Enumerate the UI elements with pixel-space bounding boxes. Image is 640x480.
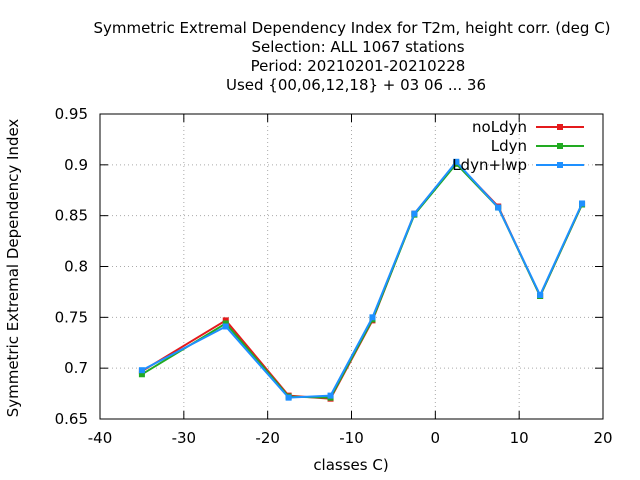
x-tick-label: 0 bbox=[431, 429, 441, 447]
title-line-2: Selection: ALL 1067 stations bbox=[251, 38, 464, 56]
series-line-noldyn bbox=[141, 161, 583, 400]
data-point-ldyn-lwp bbox=[495, 204, 502, 211]
x-tick-label: 10 bbox=[510, 429, 529, 447]
legend-marker-ldyn-lwp bbox=[557, 162, 563, 168]
data-point-ldyn-lwp bbox=[537, 291, 544, 298]
data-point-ldyn-lwp bbox=[579, 200, 586, 207]
data-point-ldyn-lwp bbox=[327, 392, 334, 399]
y-tick-label: 0.95 bbox=[55, 105, 88, 123]
y-tick-label: 0.65 bbox=[55, 410, 88, 428]
data-point-ldyn bbox=[138, 371, 145, 378]
x-tick-label: 20 bbox=[593, 429, 612, 447]
title-line-4: Used {00,06,12,18} + 03 06 ... 36 bbox=[226, 76, 486, 94]
data-point-ldyn-lwp bbox=[369, 314, 376, 321]
series-line-ldyn-lwp bbox=[141, 160, 583, 399]
series-lines bbox=[138, 158, 586, 402]
grid bbox=[100, 114, 603, 419]
axis-ticks: -40 -30 -20 -10 0 10 20 0.65 0.7 0.75 0.8 0.85 0.9 0.… bbox=[55, 105, 613, 447]
y-tick-label: 0.85 bbox=[55, 207, 88, 225]
x-axis-label: classes C) bbox=[313, 456, 388, 474]
data-point-ldyn-lwp bbox=[138, 367, 145, 374]
x-tick-label: -10 bbox=[339, 429, 364, 447]
legend-label-ldyn: Ldyn bbox=[491, 137, 527, 155]
legend-marker-ldyn bbox=[557, 143, 563, 149]
legend-label-ldyn-lwp: Ldyn+lwp bbox=[452, 156, 527, 174]
series-line-ldyn bbox=[141, 162, 583, 399]
y-axis-label: Symmetric Extremal Dependency Index bbox=[4, 119, 22, 418]
x-tick-label: -30 bbox=[172, 429, 197, 447]
y-tick-label: 0.75 bbox=[55, 308, 88, 326]
y-tick-label: 0.7 bbox=[64, 359, 88, 377]
data-point-ldyn bbox=[222, 320, 229, 327]
legend-label-noldyn: noLdyn bbox=[472, 118, 527, 136]
data-point-noldyn bbox=[222, 317, 229, 324]
chart-title: Symmetric Extremal Dependency Index for … bbox=[93, 19, 610, 94]
y-tick-label: 0.8 bbox=[64, 258, 88, 276]
title-line-3: Period: 20210201-20210228 bbox=[251, 57, 466, 75]
data-point-ldyn-lwp bbox=[222, 323, 229, 330]
title-line-1: Symmetric Extremal Dependency Index for … bbox=[93, 19, 610, 37]
y-tick-label: 0.9 bbox=[64, 156, 88, 174]
legend-marker-noldyn bbox=[557, 124, 563, 130]
data-point-ldyn-lwp bbox=[411, 210, 418, 217]
x-tick-label: -20 bbox=[255, 429, 280, 447]
x-tick-label: -40 bbox=[88, 429, 113, 447]
data-point-ldyn-lwp bbox=[453, 158, 460, 165]
data-point-ldyn-lwp bbox=[285, 394, 292, 401]
